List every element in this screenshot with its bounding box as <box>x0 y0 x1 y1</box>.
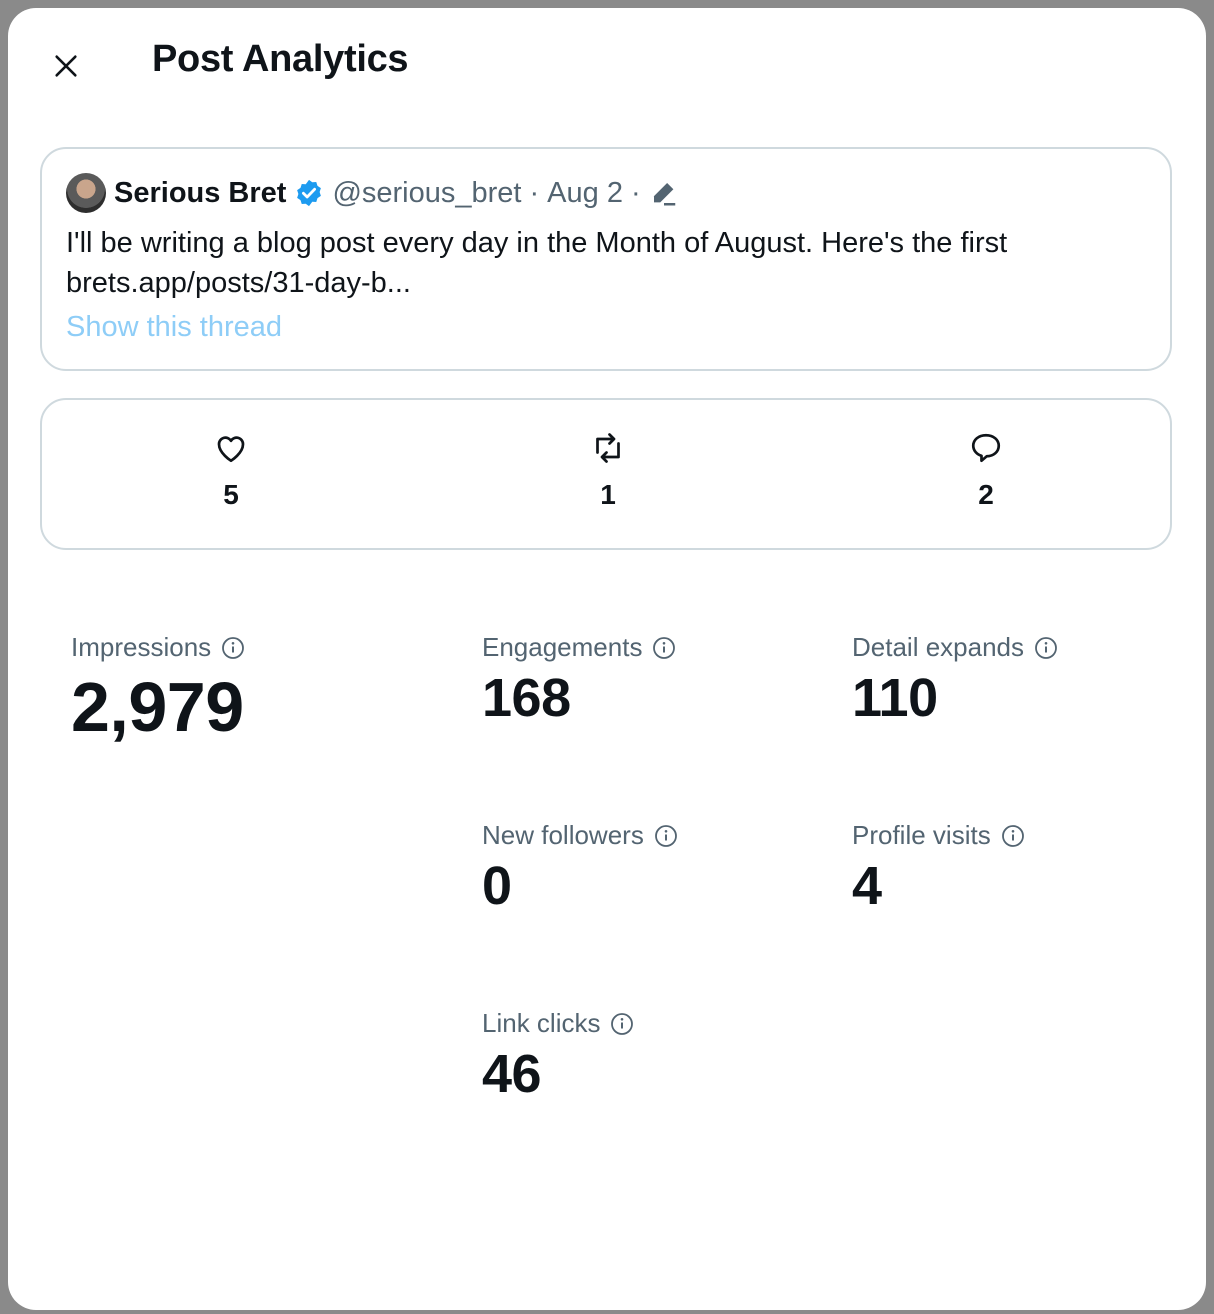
reposts-count: 1 <box>548 430 668 511</box>
author-name[interactable]: Serious Bret <box>114 176 287 209</box>
author-handle[interactable]: @serious_bret <box>332 176 522 209</box>
replies-value: 2 <box>978 479 994 510</box>
replies-count: 2 <box>926 430 1046 511</box>
info-icon[interactable] <box>610 1012 634 1036</box>
separator: · <box>630 176 641 209</box>
metric-label: Profile visits <box>852 820 991 850</box>
metric-engagements: Engagements 168 <box>482 632 676 729</box>
metric-new-followers: New followers 0 <box>482 820 678 917</box>
metric-label: Impressions <box>71 632 212 662</box>
metric-value: 0 <box>482 856 512 916</box>
heart-icon <box>217 436 245 463</box>
metric-label: Link clicks <box>482 1008 601 1038</box>
metric-label: Engagements <box>482 632 643 662</box>
engagement-counts: 5 1 2 <box>40 398 1172 550</box>
metric-value: 110 <box>852 668 938 728</box>
metric-link-clicks: Link clicks 46 <box>482 1008 634 1105</box>
likes-count: 5 <box>171 430 291 511</box>
metric-value: 46 <box>482 1044 542 1104</box>
metric-value: 168 <box>482 668 571 728</box>
info-icon[interactable] <box>1001 824 1025 848</box>
metric-label: Detail expands <box>852 632 1024 662</box>
avatar[interactable] <box>66 173 106 213</box>
repost-icon <box>596 433 620 463</box>
reply-icon <box>971 433 1001 463</box>
post-analytics-modal: Post Analytics Serious Bret @serious_bre… <box>8 8 1206 1310</box>
info-icon[interactable] <box>221 636 245 660</box>
tweet-link[interactable]: brets.app/posts/31-day-b... <box>66 267 411 299</box>
metric-value: 4 <box>852 856 882 916</box>
info-icon[interactable] <box>1034 636 1058 660</box>
close-button[interactable] <box>44 44 88 88</box>
verified-badge-icon <box>294 178 324 208</box>
info-icon[interactable] <box>652 636 676 660</box>
show-thread-link[interactable]: Show this thread <box>66 311 283 343</box>
metric-detail-expands: Detail expands 110 <box>852 632 1058 729</box>
edit-icon <box>653 183 675 206</box>
tweet-date[interactable]: Aug 2 <box>547 176 623 209</box>
metric-label: New followers <box>482 820 644 850</box>
info-icon[interactable] <box>654 824 678 848</box>
metric-profile-visits: Profile visits 4 <box>852 820 1025 917</box>
reposts-value: 1 <box>600 479 616 510</box>
separator: · <box>529 176 540 209</box>
likes-value: 5 <box>223 479 239 510</box>
tweet-text: I'll be writing a blog post every day in… <box>66 227 1008 259</box>
tweet-card[interactable]: Serious Bret @serious_bret · Aug 2 · I'l… <box>40 147 1172 371</box>
metric-value: 2,979 <box>71 668 244 746</box>
page-title: Post Analytics <box>152 38 409 80</box>
metric-impressions: Impressions 2,979 <box>71 632 245 747</box>
close-icon <box>55 55 77 77</box>
